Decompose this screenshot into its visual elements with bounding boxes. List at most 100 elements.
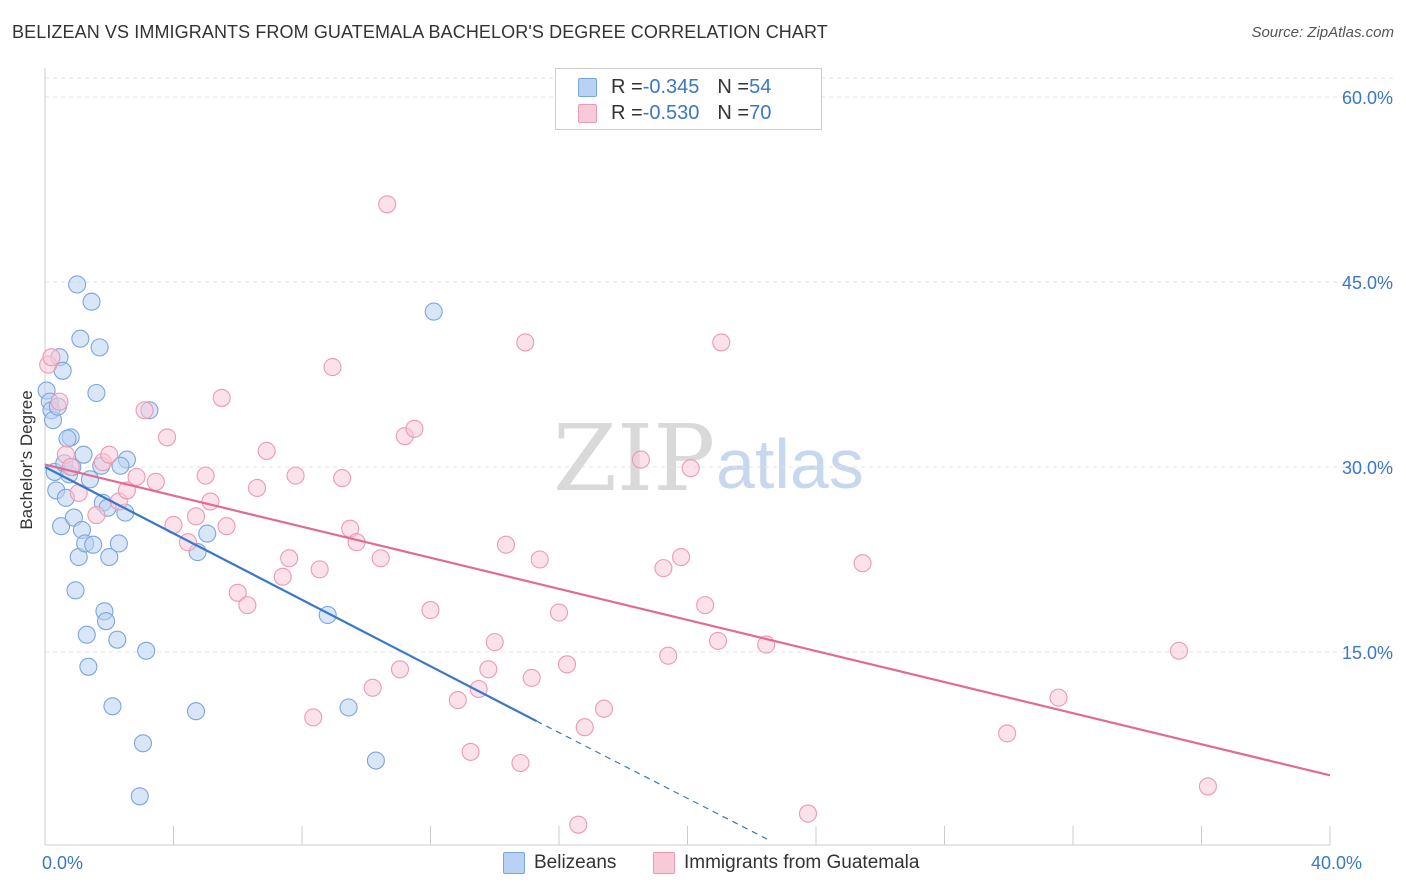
legend-swatch-belizeans: [503, 852, 525, 874]
data-point: [90, 338, 109, 357]
data-point: [158, 428, 177, 447]
data-point: [247, 478, 267, 498]
data-point: [522, 668, 541, 687]
legend-label-guatemala: Immigrants from Guatemala: [684, 852, 920, 873]
data-point: [280, 549, 299, 568]
data-point: [659, 646, 678, 665]
data-point: [366, 751, 385, 770]
data-point: [461, 742, 480, 761]
data-point: [549, 603, 569, 622]
data-point: [111, 456, 130, 475]
data-point: [108, 630, 127, 649]
data-point: [58, 429, 77, 448]
data-point: [238, 596, 257, 615]
data-point: [1169, 641, 1189, 660]
data-point: [52, 517, 71, 536]
r-label: R =: [611, 75, 643, 98]
data-point: [217, 517, 236, 536]
data-point: [71, 329, 90, 348]
y-tick-label: 30.0%: [1342, 458, 1393, 478]
data-point: [712, 333, 731, 352]
data-point: [496, 535, 516, 554]
data-point: [82, 292, 101, 311]
trend-line-guatemala: [44, 463, 1331, 777]
trend-lines: [44, 463, 1331, 841]
data-point: [696, 596, 715, 615]
data-point: [257, 441, 276, 461]
stats-legend-row-belizeans: R = -0.345 N = 54: [578, 75, 771, 99]
x-tick-label: 0.0%: [42, 853, 83, 873]
data-point: [339, 698, 358, 717]
data-point: [84, 535, 103, 554]
watermark: ZIP atlas: [553, 405, 864, 512]
data-point: [66, 581, 85, 600]
data-point: [130, 787, 149, 806]
data-point: [998, 724, 1017, 743]
data-point: [74, 445, 93, 464]
y-tick-label: 45.0%: [1342, 273, 1393, 293]
n-value: 54: [749, 75, 772, 98]
stats-legend-row-guatemala: R = -0.530 N = 70: [578, 101, 771, 125]
data-point: [378, 195, 397, 214]
data-point: [196, 466, 215, 485]
legend-swatch-belizeans: [578, 77, 597, 97]
y-tick-label: 15.0%: [1342, 643, 1393, 663]
legend-item-belizeans[interactable]: Belizeans: [503, 852, 616, 874]
data-point: [146, 472, 165, 491]
data-point: [672, 547, 691, 567]
data-point: [100, 445, 119, 464]
data-point: [87, 506, 106, 525]
data-point: [323, 358, 342, 377]
data-point: [1198, 777, 1217, 796]
data-point: [448, 691, 467, 710]
data-point: [178, 533, 198, 552]
data-point: [516, 333, 535, 352]
n-label: N =: [717, 101, 750, 124]
stats-legend: R = -0.345 N = 54 R = -0.530 N = 70: [555, 68, 822, 130]
n-label: N =: [717, 75, 750, 98]
trend-line-belizeans: [44, 466, 538, 723]
data-point: [42, 348, 61, 367]
data-point: [798, 804, 818, 823]
data-point: [133, 734, 153, 753]
data-point: [100, 547, 119, 567]
data-point: [273, 567, 292, 586]
data-point: [198, 524, 217, 543]
axes: [44, 68, 1331, 846]
data-point: [390, 660, 410, 679]
data-point: [708, 631, 728, 650]
data-point: [479, 660, 498, 679]
data-point: [405, 419, 424, 438]
data-point: [310, 560, 329, 579]
data-point: [1049, 688, 1068, 707]
legend-swatch-guatemala: [578, 103, 597, 123]
data-point: [631, 450, 650, 469]
data-point: [212, 388, 231, 407]
r-value: -0.530: [642, 101, 700, 124]
y-tick-label: 60.0%: [1342, 88, 1393, 108]
data-point: [50, 392, 69, 411]
data-point: [575, 718, 594, 737]
data-point: [530, 550, 549, 569]
data-point: [371, 549, 390, 568]
legend-item-guatemala[interactable]: Immigrants from Guatemala: [653, 852, 919, 874]
data-points: [37, 195, 1217, 834]
r-label: R =: [611, 101, 643, 124]
data-point: [424, 302, 443, 321]
data-point: [594, 699, 614, 718]
data-point: [186, 702, 206, 721]
data-point: [654, 559, 673, 578]
x-tick-label: 40.0%: [1311, 853, 1362, 873]
r-value: -0.345: [642, 75, 700, 98]
source-credit: Source: ZipAtlas.com: [1251, 24, 1394, 41]
data-point: [363, 678, 382, 697]
legend-swatch-guatemala: [653, 852, 675, 874]
data-point: [137, 641, 156, 660]
data-point: [68, 275, 87, 294]
series-points-guatemala: [39, 195, 1217, 834]
data-point: [333, 469, 352, 488]
data-point: [127, 467, 146, 486]
series-points-belizeans: [37, 275, 443, 806]
data-point: [681, 459, 700, 478]
